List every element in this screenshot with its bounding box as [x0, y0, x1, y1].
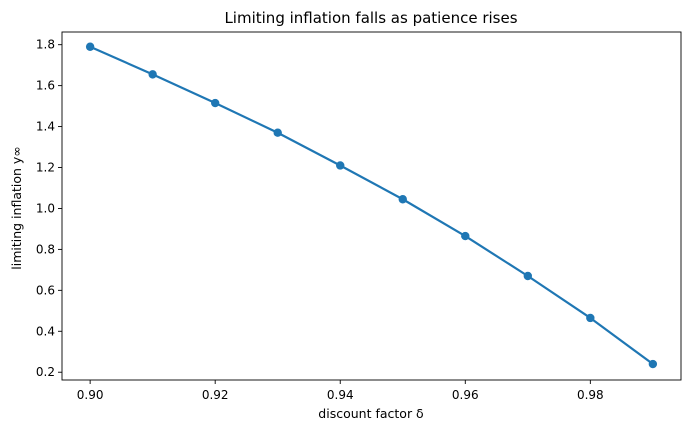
data-point [273, 128, 282, 137]
chart-title: Limiting inflation falls as patience ris… [224, 9, 517, 27]
data-point [461, 231, 470, 241]
x-tick-label: 0.92 [202, 388, 229, 402]
data-point [148, 70, 157, 79]
y-tick-label: 1.8 [36, 38, 55, 52]
plot-area: 0.90 0.92 0.94 0.96 0.98 0.2 0.4 0.6 0.8 1.0 1.2 1.… [36, 31, 682, 402]
x-tick-label: 0.96 [452, 388, 479, 402]
data-point [398, 195, 407, 204]
x-tick-label: 0.98 [577, 388, 604, 402]
x-tick-label: 0.94 [327, 388, 354, 402]
y-tick-label: 1.4 [36, 120, 55, 134]
y-tick-label: 1.0 [36, 201, 55, 215]
y-tick-label: 1.2 [36, 161, 55, 175]
y-tick-label: 0.8 [36, 242, 55, 256]
data-point [210, 98, 220, 108]
y-tick-label: 1.6 [36, 79, 55, 93]
y-tick-label: 0.6 [36, 283, 55, 297]
y-axis-label: limiting inflation y∞ [9, 146, 24, 269]
data-point [85, 42, 95, 51]
x-tick-label: 0.90 [77, 388, 104, 402]
data-point [336, 161, 345, 170]
x-axis-label: discount factor δ [318, 406, 423, 421]
data-point [586, 313, 595, 323]
series-line [89, 45, 654, 365]
y-tick-label: 0.2 [36, 365, 55, 379]
plot-frame [61, 31, 682, 381]
data-point [523, 271, 533, 281]
data-point [648, 359, 658, 369]
y-tick-label: 0.4 [36, 324, 55, 338]
